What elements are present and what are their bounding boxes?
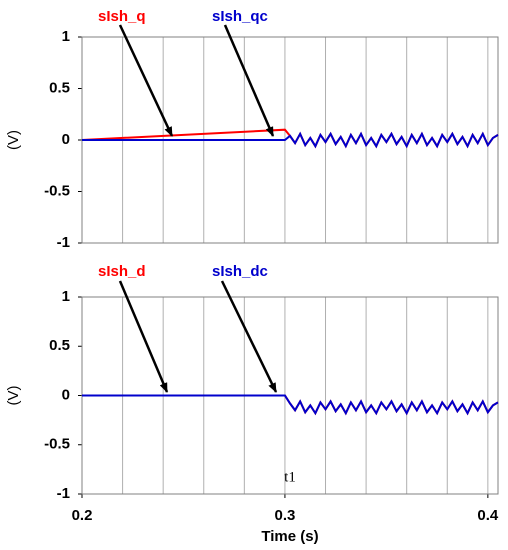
series-line [82,131,499,149]
arrow [118,280,169,393]
y-tick-label: 0 [62,386,70,403]
x-tick-label: 0.2 [72,507,93,524]
series-label: sIsh_qc [212,8,268,25]
arrow [118,24,174,137]
x-tick-label: 0.3 [274,507,295,524]
y-tick-label: 1 [62,28,70,45]
x-axis-label: Time (s) [261,528,318,545]
y-tick-label: -0.5 [44,436,70,453]
arrow [220,280,278,393]
y-tick-label: 0.5 [49,79,70,96]
y-axis-label: (V) [5,130,22,150]
series-label: sIsh_dc [212,263,268,280]
y-tick-label: 0.5 [49,337,70,354]
y-tick-label: 1 [62,288,70,305]
series-label: sIsh_q [98,8,146,25]
y-tick-label: -0.5 [44,182,70,199]
annotation: t1 [284,469,296,485]
y-axis-label: (V) [5,386,22,406]
arrow [223,24,275,137]
y-tick-label: 0 [62,131,70,148]
x-tick-label: 0.4 [477,507,499,524]
series-label: sIsh_d [98,263,146,280]
y-tick-label: -1 [57,234,70,251]
series-line [82,394,499,416]
y-tick-label: -1 [57,485,70,502]
